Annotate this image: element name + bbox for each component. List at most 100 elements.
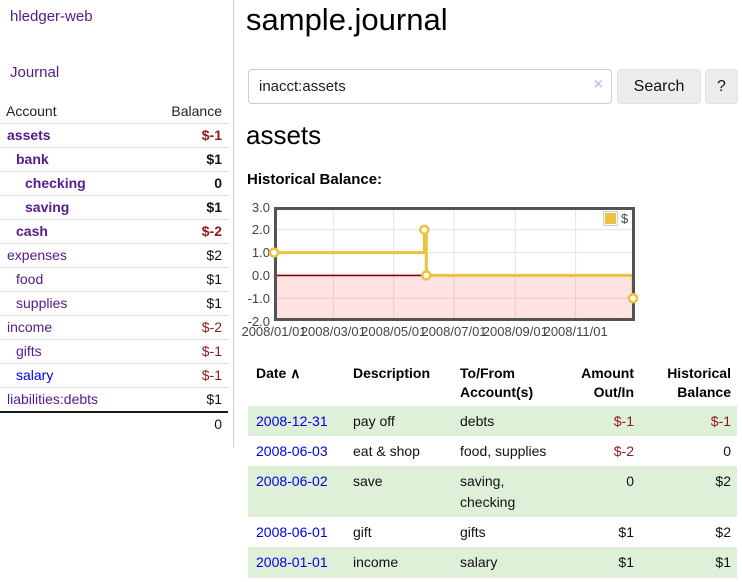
register-cell-date: 2008-06-01 [248,517,345,547]
y-axis-tick-label: -2.0 [247,313,270,329]
register-header-amount: Amount Out/In [581,365,634,400]
register-cell-date: 2008-12-31 [248,406,345,436]
sidebar: hledger-web Journal Account Balance asse… [0,0,234,447]
account-page-title: assets [246,120,322,150]
account-row: liabilities:debts $1 [0,387,228,413]
register-cell-accounts: gifts [460,523,486,540]
sidebar-account-link[interactable]: expenses [7,247,67,263]
transaction-date-link[interactable]: 2008-06-03 [256,443,328,460]
app-brand-link[interactable]: hledger-web [10,8,93,25]
account-row: bank $1 [0,147,228,172]
account-balance: $1 [142,267,228,292]
sidebar-account-link[interactable]: liabilities:debts [7,391,99,407]
register-cell-balance: $1 [715,554,731,571]
accounts-total-row: 0 [0,411,228,436]
x-axis-tick-label: 2008/01/01 [241,324,307,339]
sidebar-account-link[interactable]: gifts [16,343,42,359]
register-cell-accounts: salary [460,554,498,571]
y-axis-tick-label: -1.0 [247,290,270,306]
account-balance: $-1 [142,339,228,364]
date-header-label: Date [256,365,287,381]
accounts-table: Account Balance assets $-1 bank $1 checking 0… [0,99,228,436]
register-cell-accounts: food, supplies [460,443,547,460]
transaction-date-link[interactable]: 2008-01-01 [256,554,328,571]
register-row: 2008-01-01 income salary $1 $1 [248,547,737,578]
sidebar-account-link[interactable]: assets [7,127,51,143]
x-axis-tick-label: 2008/11/01 [543,324,608,339]
sidebar-account-link[interactable]: supplies [16,295,68,311]
register-cell-date: 2008-06-02 [248,466,345,517]
sidebar-account-link[interactable]: checking [25,175,86,191]
register-header-description: Description [353,365,431,381]
chart-legend: $ [603,211,628,226]
accounts-header-balance: Balance [142,99,228,124]
account-balance: $-1 [142,123,228,148]
transaction-date-link[interactable]: 2008-06-01 [256,523,328,540]
register-cell-accounts: debts [460,412,495,429]
register-row: 2008-06-03 eat & shop food, supplies $-2 0 [248,436,737,466]
register-header-date[interactable]: Date ∧ [248,360,345,406]
sidebar-account-link[interactable]: saving [25,199,70,215]
transaction-date-link[interactable]: 2008-12-31 [256,412,328,429]
account-balance: $-1 [142,363,228,388]
accounts-header-row: Account Balance [0,99,228,124]
register-row: 2008-06-01 gift gifts $1 $2 [248,517,737,547]
register-header-row: Date ∧ Description To/From Account(s) Am… [248,360,737,406]
x-axis-tick-label: 2008/07/01 [421,324,487,339]
register-cell-date: 2008-06-03 [248,436,345,466]
register-cell-description: income [353,554,399,571]
y-axis-tick-label: 2.0 [251,222,270,238]
register-cell-description: pay off [353,412,395,429]
search-button[interactable]: Search [617,69,701,104]
register-cell-description: save [353,473,383,490]
page-title: sample.journal [246,2,448,37]
account-row: expenses $2 [0,243,228,268]
register-cell-amount: $1 [618,554,634,571]
account-row: income $-2 [0,315,228,340]
help-button[interactable]: ? [705,69,738,104]
y-axis-tick-label: 1.0 [251,245,270,261]
search-input[interactable] [248,69,612,104]
clear-search-icon[interactable]: × [593,76,603,93]
register-header-balance: Historical Balance [667,365,731,400]
sidebar-account-link[interactable]: salary [16,367,54,383]
y-axis-tick-label: 3.0 [251,199,270,215]
transaction-date-link[interactable]: 2008-06-02 [256,473,328,490]
register-cell-balance: 0 [723,443,731,460]
account-row: salary $-1 [0,363,228,388]
sidebar-item-journal[interactable]: Journal [10,64,60,81]
register-cell-description: gift [353,523,372,540]
register-row: 2008-12-31 pay off debts $-1 $-1 [248,405,737,437]
account-row: gifts $-1 [0,339,228,364]
total-spacer [0,411,143,436]
register-cell-balance: $2 [715,523,731,540]
account-balance: $1 [142,387,228,413]
sidebar-account-link[interactable]: food [16,271,44,287]
account-balance: $-2 [142,219,228,244]
account-balance: $2 [142,243,228,268]
account-row: supplies $1 [0,291,228,316]
balance-chart[interactable] [268,207,639,321]
register-cell-balance: $2 [715,473,731,490]
account-row: assets $-1 [0,123,228,148]
sidebar-account-link[interactable]: income [7,319,53,335]
account-balance: $1 [142,291,228,316]
y-axis-tick-label: 0.0 [251,267,270,283]
account-row: saving $1 [0,195,228,220]
account-row: cash $-2 [0,219,228,244]
account-balance: $1 [142,147,228,172]
register-cell-amount: 0 [626,473,634,490]
account-balance: $-2 [142,315,228,340]
sidebar-account-link[interactable]: bank [16,151,49,167]
legend-swatch [603,211,618,226]
register-cell-amount: $-2 [613,443,634,460]
accounts-header-account: Account [0,99,143,124]
sidebar-accounts-body: assets $-1 bank $1 checking 0 saving $1 cash $-2 e… [0,123,228,436]
register-cell-amount: $1 [618,523,634,540]
search-form: × [248,69,612,104]
register-row: 2008-06-02 save saving, checking 0 $2 [248,466,737,517]
account-row: food $1 [0,267,228,292]
accounts-total-balance: 0 [142,411,228,436]
sidebar-account-link[interactable]: cash [16,223,48,239]
register-cell-amount: $-1 [613,412,634,429]
